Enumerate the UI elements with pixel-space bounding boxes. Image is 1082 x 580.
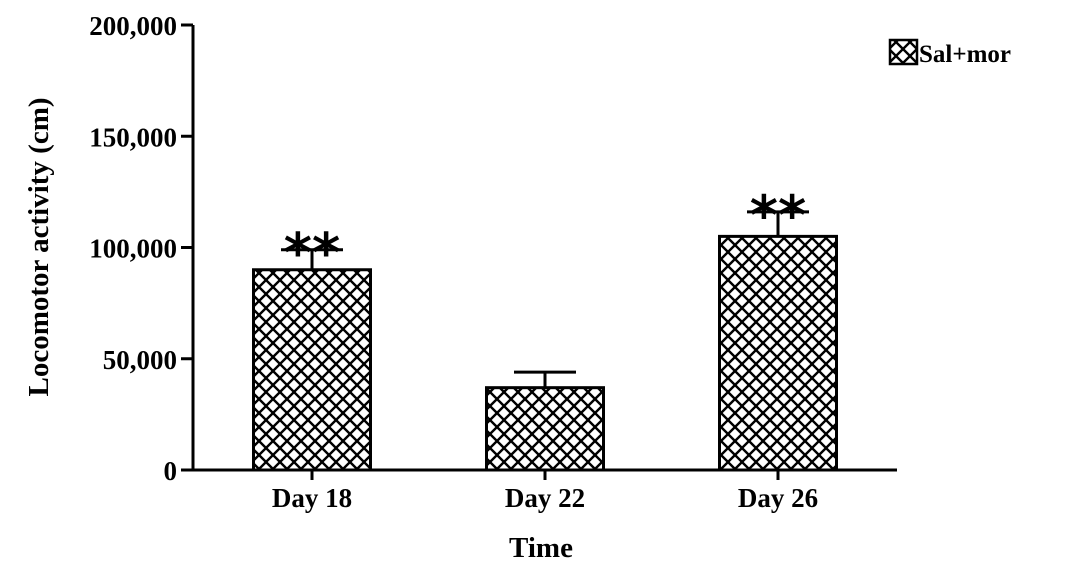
x-tick-label: Day 22 (505, 483, 585, 513)
x-tick-label: Day 26 (738, 483, 818, 513)
y-axis-label: Locomotor activity (cm) (23, 97, 55, 396)
y-tick-label: 100,000 (89, 234, 177, 264)
significance-marker: ** (284, 222, 340, 285)
x-axis-label: Time (509, 532, 573, 564)
y-tick-label: 0 (164, 456, 178, 486)
error-bars-layer (281, 210, 809, 388)
legend: Sal+mor (888, 38, 1011, 68)
significance-marker: ** (750, 184, 806, 247)
legend-swatch (888, 38, 919, 66)
significance-layer: ** ** (284, 184, 806, 285)
y-ticks: 0 50,000 100,000 150,000 200,000 (89, 11, 193, 486)
bar (252, 268, 372, 472)
y-tick-label: 200,000 (89, 11, 177, 41)
bar (485, 386, 605, 472)
y-tick-label: 50,000 (103, 345, 177, 375)
y-tick-label: 150,000 (89, 122, 177, 152)
x-ticks: Day 18 Day 22 Day 26 (272, 470, 818, 513)
x-tick-label: Day 18 (272, 483, 352, 513)
legend-label: Sal+mor (919, 41, 1011, 68)
bar (718, 234, 838, 472)
bars-layer (252, 234, 838, 472)
